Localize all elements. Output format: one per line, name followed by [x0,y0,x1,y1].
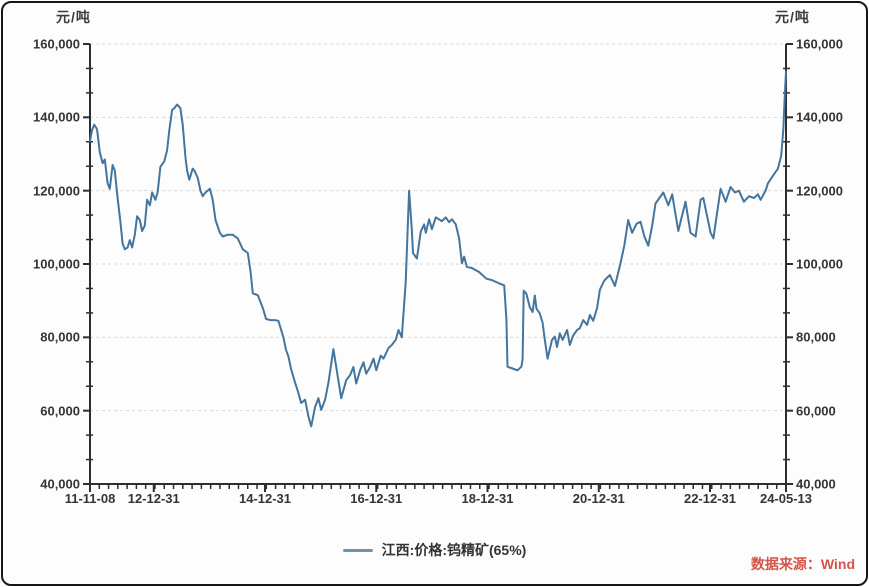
y-axis-label: 80,000 [40,329,80,345]
y-axis-label: 100,000 [33,256,80,272]
y-axis-unit-right: 元/吨 [775,9,810,25]
y-axis-unit-left: 元/吨 [56,9,91,25]
x-axis-label: 11-11-08 [64,491,116,506]
y-axis-label: 40,000 [796,476,836,492]
data-source-label: 数据来源：Wind [750,556,855,572]
y-axis-label: 60,000 [40,403,80,419]
x-axis-label: 14-12-31 [238,491,292,506]
x-axis-label: 18-12-31 [461,491,514,506]
x-axis-label: 16-12-31 [350,491,403,506]
legend: 江西:价格:钨精矿(65%) [0,540,869,560]
legend-line-swatch [342,548,373,552]
x-axis-label: 24-05-13 [759,491,813,506]
legend-label: 江西:价格:钨精矿(65%) [381,542,527,558]
price-line-series [89,70,787,428]
x-axis-label: 12-12-31 [127,491,180,506]
y-axis-label: 40,000 [40,476,80,492]
x-axis-label: 22-12-31 [683,491,737,506]
y-axis-label: 80,000 [796,329,836,345]
x-axis-label: 20-12-31 [572,491,625,506]
y-axis-label: 160,000 [796,36,843,52]
y-axis-label: 140,000 [796,109,843,125]
y-axis-label: 120,000 [33,183,80,199]
y-axis-label: 60,000 [796,403,836,419]
y-axis-label: 140,000 [33,109,80,125]
y-axis-label: 160,000 [33,36,80,52]
y-axis-label: 120,000 [796,183,843,199]
y-axis-label: 100,000 [796,256,843,272]
